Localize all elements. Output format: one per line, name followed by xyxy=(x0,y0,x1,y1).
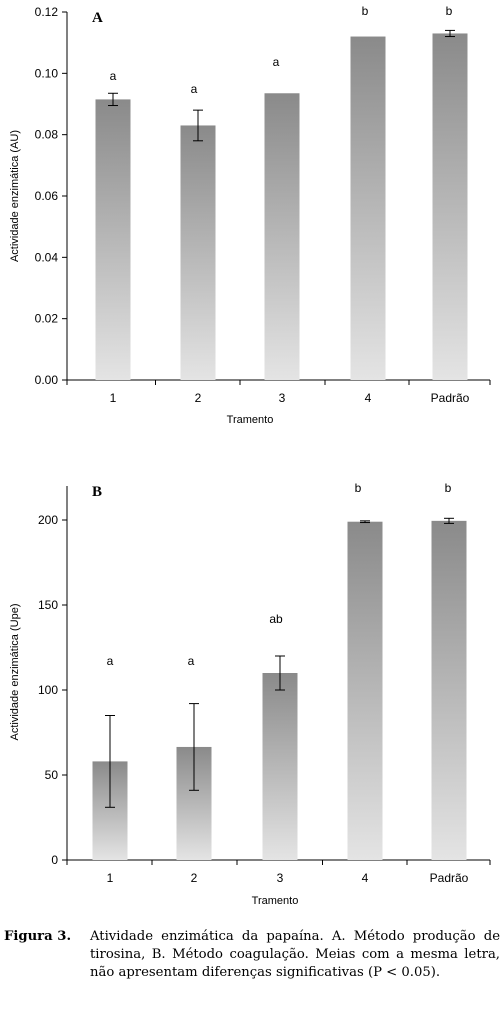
chart-panel-b: B 0 50 100 150 200 1 2 3 4 Padrão a a ab b b Trament… xyxy=(9,481,491,907)
caption-text: Atividade enzimática da papaína. A. Méto… xyxy=(90,929,500,980)
bars-b xyxy=(92,520,467,860)
y-axis-label-a: Actividade enzimática (AU) xyxy=(9,130,21,262)
y-tick-label: 0.00 xyxy=(35,373,59,387)
bar xyxy=(180,125,216,380)
x-tick-label: 2 xyxy=(195,391,202,405)
y-tick-label: 150 xyxy=(38,598,58,612)
significance-label: b xyxy=(445,481,452,495)
x-tick-label: 3 xyxy=(279,391,286,405)
y-tick-label: 0 xyxy=(51,853,58,867)
x-tick-label: 3 xyxy=(277,871,284,885)
chart-panel-a: A 0.00 0.02 0.04 0.06 0.08 0.10 0.12 1 2 3 4 Padrã… xyxy=(9,4,491,426)
panel-label-b: B xyxy=(92,484,102,500)
bar xyxy=(432,33,468,380)
significance-label: a xyxy=(107,654,114,668)
x-tick-label: Padrão xyxy=(431,391,470,405)
bar xyxy=(347,521,383,860)
y-tick-label: 0.08 xyxy=(35,128,59,142)
x-tick-label: 1 xyxy=(107,871,114,885)
y-tick-label: 0.06 xyxy=(35,189,59,203)
x-tick-label: Padrão xyxy=(430,871,469,885)
significance-label: a xyxy=(110,69,117,83)
y-axis-label-b: Actividade enzimática (Upe) xyxy=(9,604,21,741)
significance-label: a xyxy=(191,82,198,96)
bar xyxy=(264,93,300,381)
x-axis-label-b: Tramento xyxy=(252,895,299,907)
caption-label: Figura 3. xyxy=(4,929,72,944)
x-tick-label: 4 xyxy=(362,871,369,885)
x-ticks-b: 1 2 3 4 Padrão xyxy=(66,860,491,885)
x-axis-label-a: Tramento xyxy=(227,414,274,426)
y-tick-label: 0.04 xyxy=(35,250,59,264)
bar xyxy=(95,99,131,381)
y-tick-label: 0.02 xyxy=(35,312,59,326)
significance-labels-a: a a a b b xyxy=(110,4,453,96)
bar xyxy=(431,520,467,860)
significance-label: b xyxy=(355,481,362,495)
significance-label: a xyxy=(188,654,195,668)
bars-a xyxy=(95,33,468,381)
y-tick-label: 0.10 xyxy=(35,66,59,80)
x-tick-label: 4 xyxy=(365,391,372,405)
x-tick-label: 2 xyxy=(191,871,198,885)
panel-label-a: A xyxy=(92,10,103,26)
y-tick-label: 50 xyxy=(45,768,59,782)
significance-label: ab xyxy=(269,612,283,626)
y-ticks-a: 0.00 0.02 0.04 0.06 0.08 0.10 0.12 xyxy=(35,5,67,387)
x-ticks-a: 1 2 3 4 Padrão xyxy=(66,380,491,405)
significance-label: b xyxy=(446,4,453,18)
bar xyxy=(350,36,386,381)
y-tick-label: 200 xyxy=(38,513,58,527)
significance-labels-b: a a ab b b xyxy=(107,481,452,668)
x-tick-label: 1 xyxy=(110,391,117,405)
significance-label: b xyxy=(362,4,369,18)
error-bars-a xyxy=(108,29,455,142)
significance-label: a xyxy=(273,55,280,69)
error-bars-b xyxy=(105,517,454,808)
y-tick-label: 0.12 xyxy=(35,5,59,19)
y-ticks-b: 0 50 100 150 200 xyxy=(38,513,67,867)
bar xyxy=(262,673,298,860)
y-tick-label: 100 xyxy=(38,683,58,697)
